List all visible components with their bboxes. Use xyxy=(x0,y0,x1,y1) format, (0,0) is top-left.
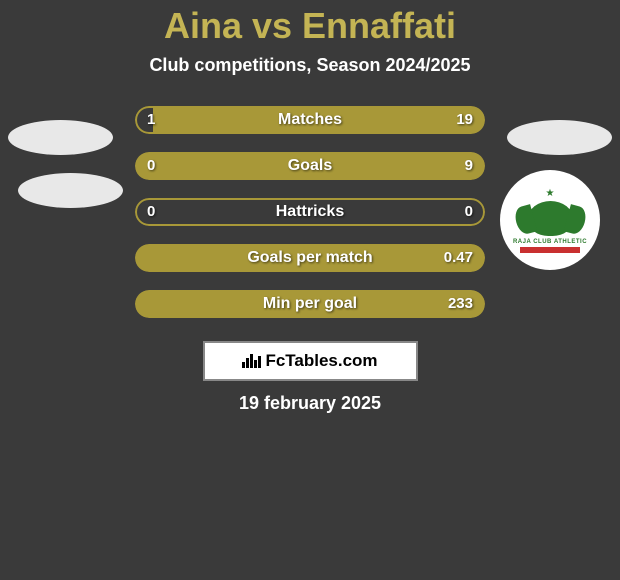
watermark-text: FcTables.com xyxy=(265,351,377,371)
stat-row: Hattricks0 0 xyxy=(135,193,485,231)
stat-value-left: 0 xyxy=(147,203,155,220)
stat-value-right: 233 xyxy=(448,295,473,312)
chart-icon xyxy=(242,354,261,368)
subtitle: Club competitions, Season 2024/2025 xyxy=(0,55,620,76)
stat-label: Hattricks xyxy=(135,203,485,221)
crest-text: RAJA CLUB ATHLETIC xyxy=(513,239,587,245)
date-label: 19 february 2025 xyxy=(0,393,620,414)
stat-value-right: 9 xyxy=(465,157,473,174)
page-title: Aina vs Ennaffati xyxy=(0,5,620,47)
stat-value-left: 0 xyxy=(147,157,155,174)
stat-label: Matches xyxy=(135,111,485,129)
right-team-crest: ★ RAJA CLUB ATHLETIC xyxy=(500,170,600,270)
eagle-icon xyxy=(528,201,573,236)
stat-value-right: 19 xyxy=(456,111,473,128)
stat-value-right: 0.47 xyxy=(444,249,473,266)
left-team-badge-1 xyxy=(8,120,113,155)
stat-label: Goals per match xyxy=(135,249,485,267)
crest-bar xyxy=(520,247,580,253)
stat-value-right: 0 xyxy=(465,203,473,220)
stat-row: Goals0 9 xyxy=(135,147,485,185)
stat-row: Goals per match0.47 xyxy=(135,239,485,277)
star-icon: ★ xyxy=(546,188,555,199)
left-team-badge-2 xyxy=(18,173,123,208)
watermark: FcTables.com xyxy=(203,341,418,381)
stat-value-left: 1 xyxy=(147,111,155,128)
right-team-badge-1 xyxy=(507,120,612,155)
stat-row: Matches1 19 xyxy=(135,101,485,139)
stat-label: Min per goal xyxy=(135,295,485,313)
stat-row: Min per goal233 xyxy=(135,285,485,323)
stat-label: Goals xyxy=(135,157,485,175)
